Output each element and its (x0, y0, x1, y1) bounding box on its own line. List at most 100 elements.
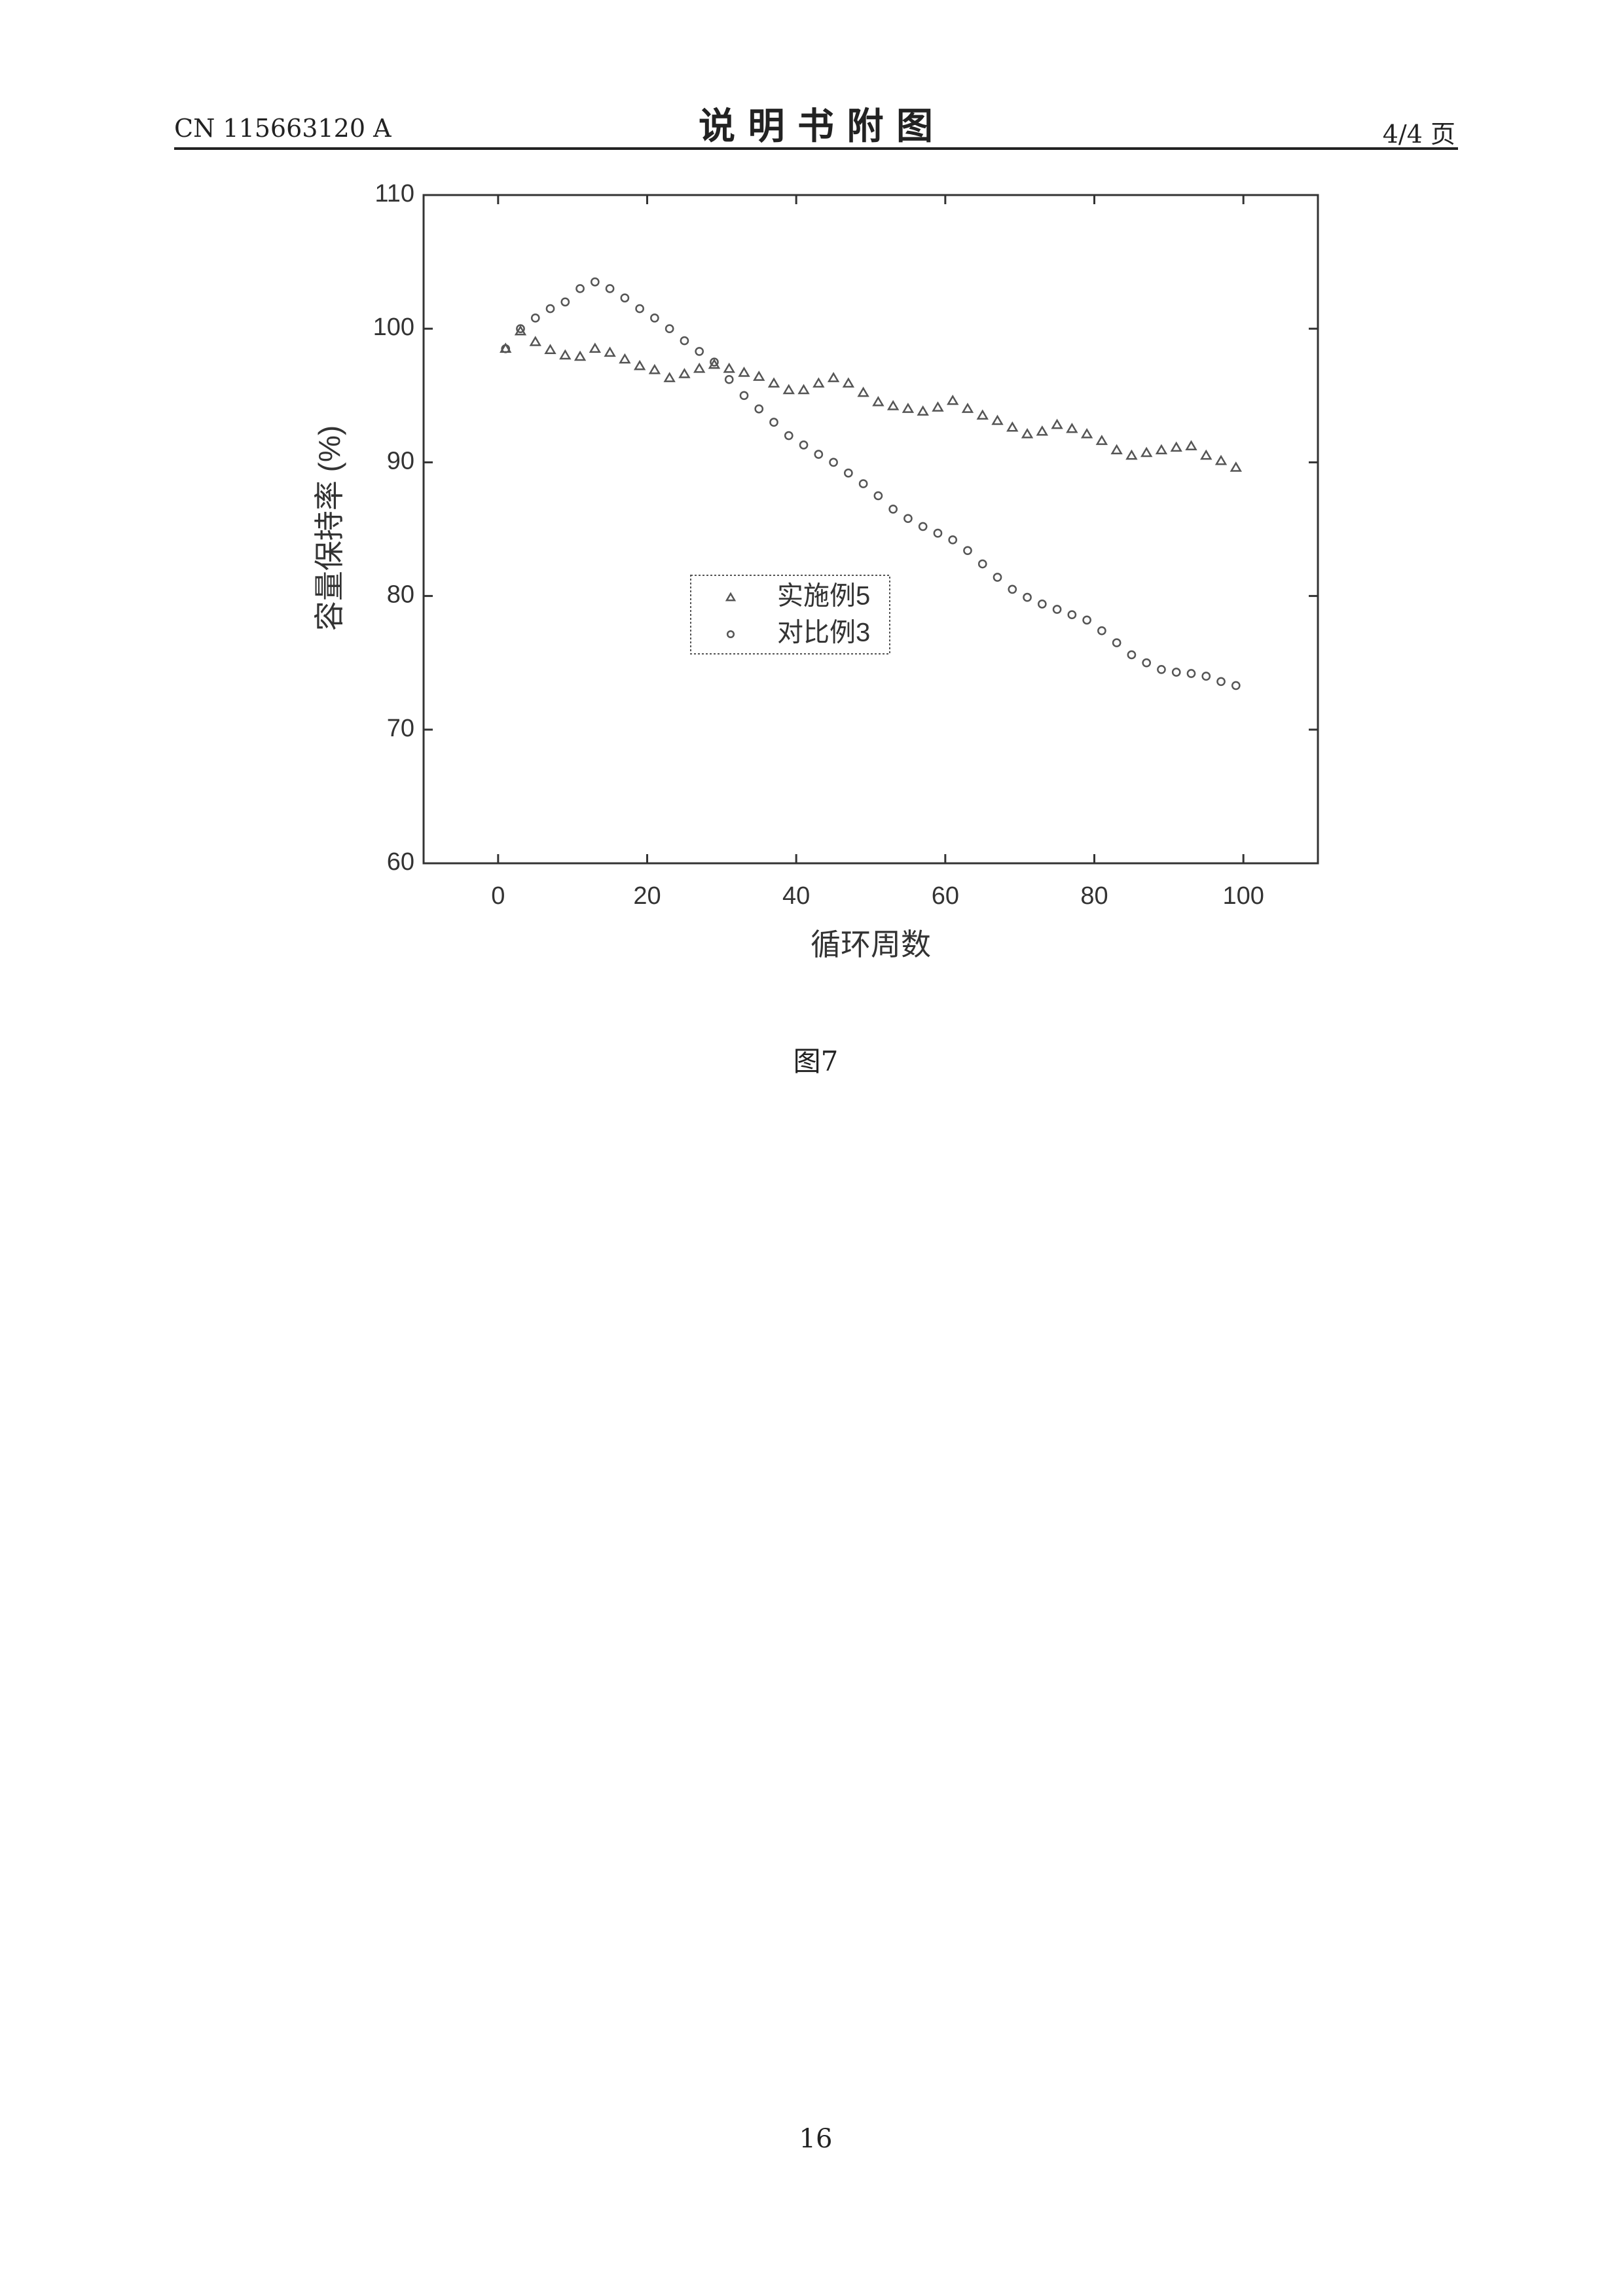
data-point (1008, 584, 1017, 594)
header-rule (174, 147, 1458, 150)
data-point (886, 400, 900, 410)
y-tick-label: 80 (387, 581, 414, 609)
page-of: 4/4 页 (1382, 120, 1455, 149)
data-point (1023, 592, 1032, 602)
data-point (1140, 446, 1153, 457)
data-point (680, 336, 689, 346)
data-point (782, 384, 795, 395)
data-point (589, 342, 602, 353)
data-point (1006, 421, 1019, 432)
data-point (784, 431, 793, 440)
data-point (873, 491, 883, 501)
data-point (814, 450, 824, 459)
data-point (544, 344, 556, 355)
data-point (829, 457, 838, 467)
data-point (1125, 449, 1138, 460)
x-tick-label: 60 (932, 882, 959, 910)
data-point (559, 349, 572, 360)
data-point (1201, 672, 1211, 681)
y-axis-label: 容量保持率 (%) (312, 425, 346, 631)
data-point (590, 277, 600, 287)
data-point (977, 559, 987, 569)
data-point (844, 468, 853, 478)
data-point (574, 350, 587, 361)
data-point (739, 391, 749, 401)
data-point (1142, 658, 1152, 668)
data-point (1171, 668, 1181, 677)
data-point (530, 314, 540, 323)
y-tick-label: 110 (374, 180, 414, 207)
data-point (1082, 615, 1091, 625)
x-tick-label: 40 (782, 882, 810, 910)
y-tick-label: 60 (387, 848, 414, 876)
data-point (1052, 605, 1062, 614)
legend-marker (726, 630, 735, 639)
y-tick-label: 70 (387, 715, 414, 742)
data-point (633, 359, 646, 370)
data-point (993, 573, 1002, 582)
data-point (620, 293, 630, 303)
data-point (872, 396, 884, 406)
data-point (857, 386, 869, 397)
data-point (1170, 441, 1182, 452)
data-point (799, 440, 809, 450)
data-point (991, 414, 1004, 425)
data-point (1231, 681, 1241, 691)
data-point (695, 347, 704, 356)
data-point (1037, 600, 1047, 609)
data-point (1110, 444, 1123, 455)
data-point (1155, 444, 1168, 455)
data-point (1214, 454, 1228, 465)
y-tick-label: 90 (387, 447, 414, 475)
data-point (516, 324, 525, 334)
data-point (619, 353, 631, 364)
data-point (767, 377, 780, 388)
data-point (575, 284, 585, 293)
data-point (1051, 418, 1063, 429)
data-point (1067, 610, 1077, 620)
data-point (1185, 440, 1197, 451)
legend-box (690, 575, 890, 655)
data-point (963, 546, 972, 556)
data-point (1186, 669, 1196, 678)
patent-code: CN 115663120 A (174, 114, 392, 143)
data-point (1080, 428, 1093, 439)
data-point (932, 401, 944, 412)
page-number: 16 (799, 2124, 833, 2154)
data-point (724, 374, 734, 384)
data-point (961, 403, 974, 413)
data-point (529, 336, 541, 346)
data-point (753, 370, 765, 381)
x-tick-label: 100 (1222, 882, 1264, 910)
data-point (545, 304, 555, 314)
plot-frame (422, 194, 1319, 865)
legend-marker (725, 592, 737, 601)
page-title: 说 明 书 附 图 (699, 105, 933, 148)
data-point (1216, 677, 1226, 687)
data-point (947, 395, 959, 405)
data-point (902, 403, 915, 413)
legend-label: 对比例3 (777, 619, 870, 647)
legend-label: 实施例5 (777, 582, 870, 611)
data-point (797, 384, 810, 395)
x-axis-label: 循环周数 (811, 927, 931, 961)
data-point (976, 409, 989, 420)
data-point (917, 405, 929, 416)
chart: 60 70 80 90 100 110 0 20 40 60 80 100 循环周数 容量保持率 (%) 实… (312, 180, 1319, 961)
data-point (635, 304, 644, 314)
data-point (858, 479, 868, 488)
data-point (948, 535, 958, 545)
data-point (903, 514, 913, 524)
data-point (1095, 435, 1108, 445)
figure-caption: 图7 (793, 1045, 839, 1077)
data-point (1036, 425, 1049, 436)
data-point (1200, 449, 1213, 460)
data-point (1157, 665, 1166, 674)
data-point (663, 372, 676, 382)
y-tick-label: 100 (373, 314, 414, 341)
data-point (605, 284, 615, 293)
data-point (560, 297, 570, 307)
data-point (501, 344, 511, 353)
x-tick-label: 0 (491, 882, 505, 910)
